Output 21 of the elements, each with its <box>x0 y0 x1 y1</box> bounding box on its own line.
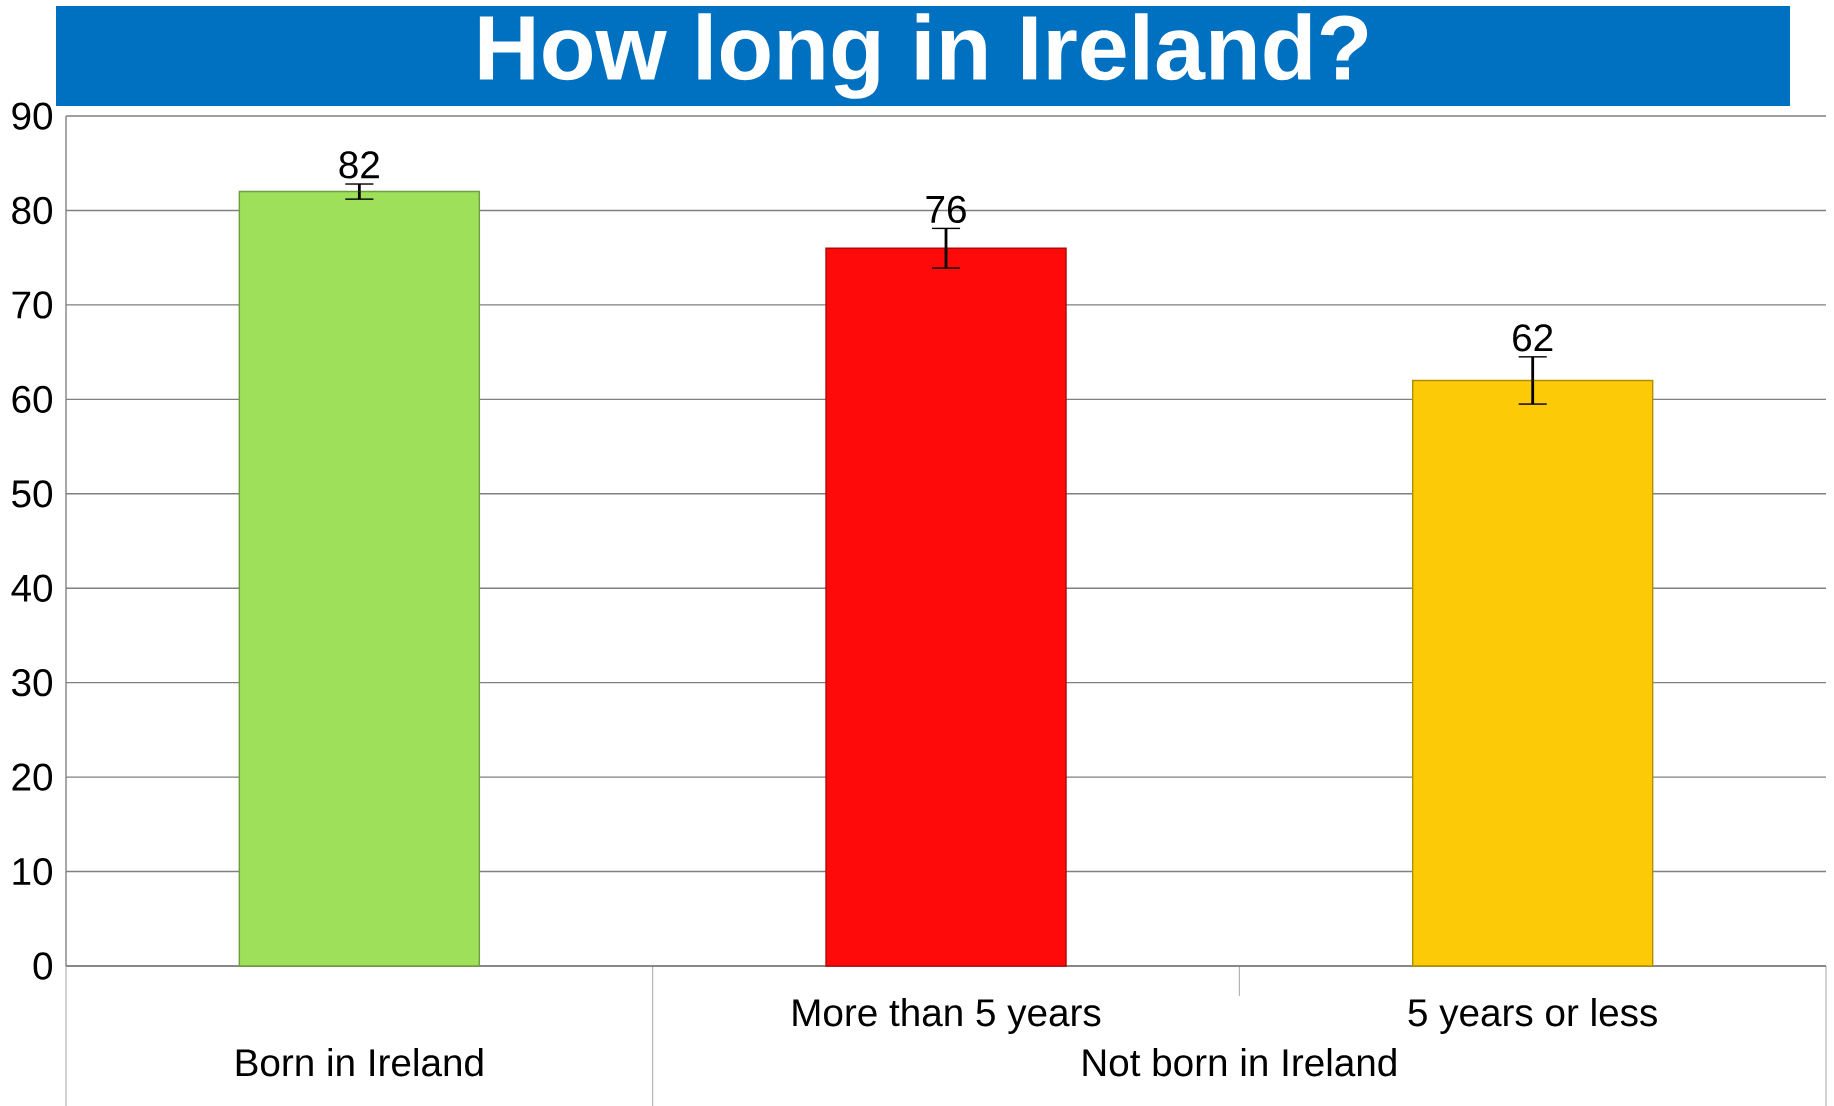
data-label: 76 <box>926 195 966 224</box>
bar <box>238 190 481 967</box>
y-tick-label: 70 <box>12 291 53 319</box>
bar <box>1411 379 1654 967</box>
y-tick-label: 40 <box>11 574 53 602</box>
bar <box>825 247 1067 967</box>
x-tick-label: More than 5 years <box>793 998 1101 1034</box>
y-tick-label: 20 <box>12 763 53 791</box>
y-tick-label: 80 <box>12 196 53 225</box>
text: Not born in Ireland <box>1083 1048 1396 1077</box>
y-tick-label: 50 <box>12 480 53 508</box>
y-tick-label: 10 <box>13 857 53 886</box>
y-tick-label: 90 <box>12 102 53 130</box>
y-tick-label: 60 <box>12 385 53 414</box>
data-label: 62 <box>1513 324 1553 352</box>
y-tick-label: 30 <box>12 669 53 697</box>
y-tick-label: 0 <box>33 952 53 980</box>
chart-title: How long in Ireland? <box>479 13 1368 99</box>
data-label: 82 <box>339 151 379 179</box>
x-tick-label: Born in Ireland <box>236 1048 483 1077</box>
x-tick-label: 5 years or less <box>1408 998 1657 1034</box>
